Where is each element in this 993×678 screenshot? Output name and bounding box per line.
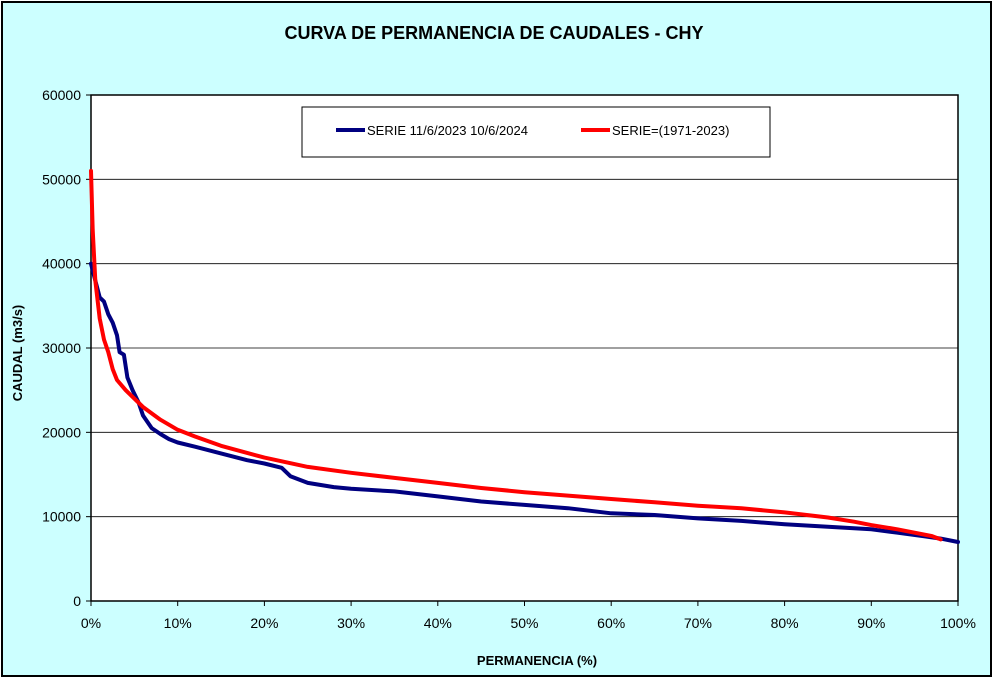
series-line-1 <box>89 261 960 544</box>
x-tick-label: 60% <box>597 615 625 631</box>
y-tick-labels: 0 10000 20000 30000 40000 50000 60000 <box>42 87 91 609</box>
series-line-2 <box>89 168 943 542</box>
y-tick-label: 60000 <box>42 87 81 103</box>
y-tick-label: 0 <box>73 593 81 609</box>
legend-label-series-2: SERIE=(1971-2023) <box>612 123 729 138</box>
y-tick-label: 30000 <box>42 340 81 356</box>
x-axis-title: PERMANENCIA (%) <box>477 653 597 668</box>
x-tick-label: 100% <box>940 615 976 631</box>
series-lines <box>89 168 960 544</box>
legend-label-series-1: SERIE 11/6/2023 10/6/2024 <box>367 123 528 138</box>
x-tick-label: 90% <box>857 615 885 631</box>
y-tick-label: 50000 <box>42 171 81 187</box>
legend-box <box>301 106 771 158</box>
x-tick-label: 0% <box>81 615 101 631</box>
y-axis-title: CAUDAL (m3/s) <box>10 305 25 402</box>
chart-title: CURVA DE PERMANENCIA DE CAUDALES - CHY <box>284 23 703 43</box>
legend: SERIE 11/6/2023 10/6/2024 SERIE=(1971-20… <box>301 106 771 158</box>
x-tick-label: 30% <box>337 615 365 631</box>
x-tick-label: 50% <box>510 615 538 631</box>
x-tick-label: 20% <box>250 615 278 631</box>
y-tick-label: 10000 <box>42 509 81 525</box>
y-tick-label: 40000 <box>42 256 81 272</box>
x-tick-label: 40% <box>424 615 452 631</box>
y-tick-label: 20000 <box>42 424 81 440</box>
x-tick-labels: 0% 10% 20% 30% 40% 50% 60% 70% 80% 90% 100% <box>81 601 976 631</box>
x-tick-label: 70% <box>684 615 712 631</box>
x-tick-label: 80% <box>771 615 799 631</box>
x-tick-label: 10% <box>164 615 192 631</box>
chart-svg: CURVA DE PERMANENCIA DE CAUDALES - CHY 0… <box>10 23 976 668</box>
